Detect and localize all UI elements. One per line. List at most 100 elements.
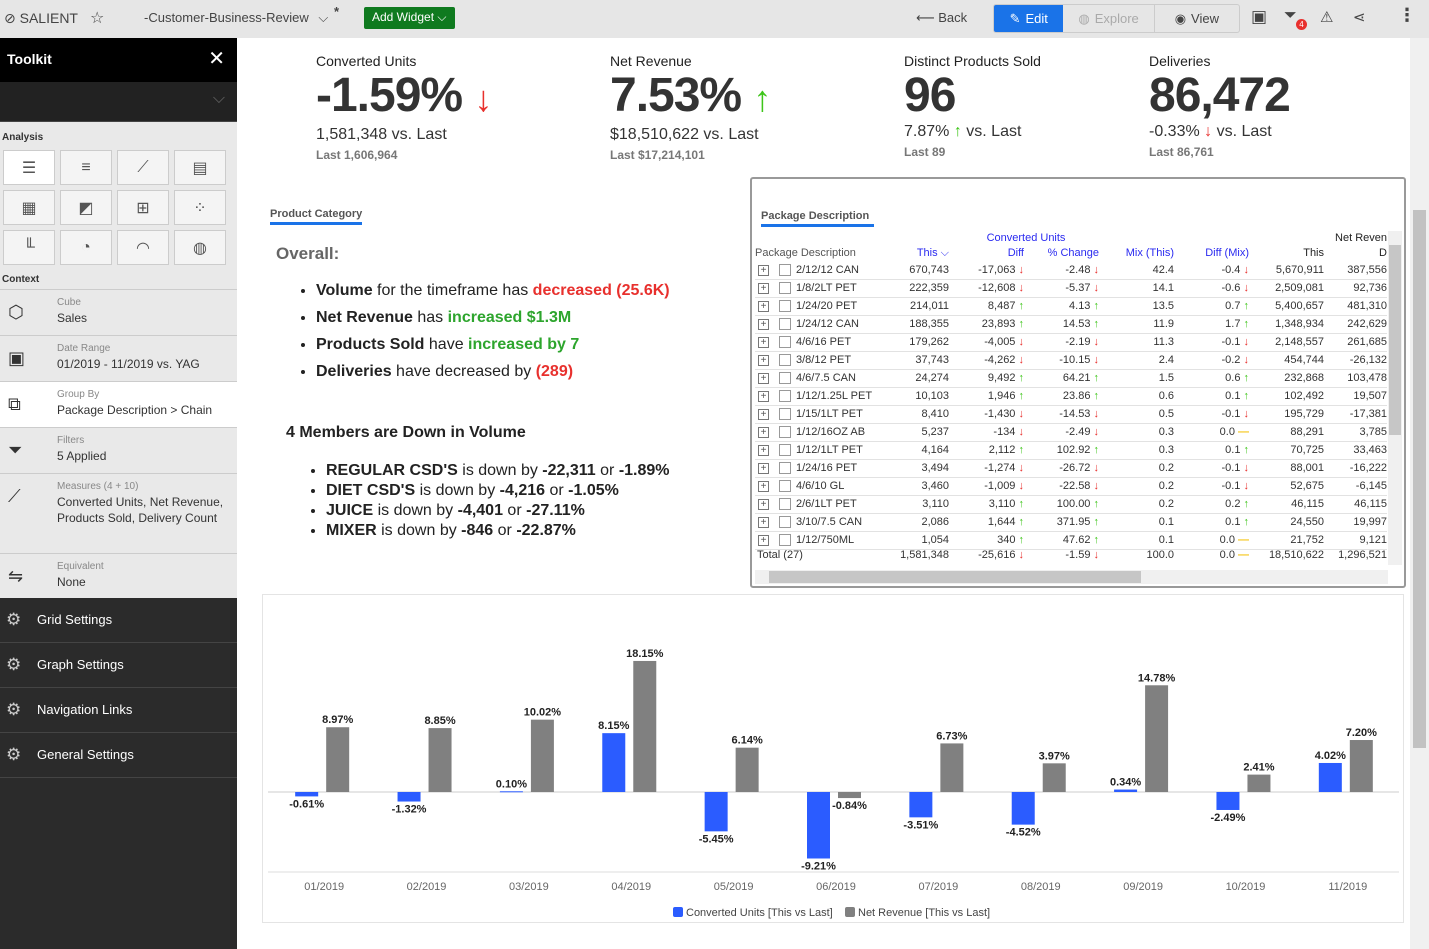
tab-product-category[interactable]: Product Category [270, 208, 363, 225]
context-equivalent[interactable]: ⇋ Equivalent None [0, 553, 237, 598]
share-icon[interactable]: ⋖ [1353, 9, 1366, 26]
bar-chart-icon[interactable]: ☰ [3, 150, 55, 185]
table-row[interactable]: +4/6/16 PET 179,262 -4,005 ↓ -2.19 ↓ 11.3 -0.… [755, 334, 1387, 352]
explore-mode-button[interactable]: ◍ Explore [1063, 5, 1155, 32]
pie-chart-icon[interactable]: ◔ [60, 230, 112, 265]
scatter-icon[interactable]: ⁘ [174, 190, 226, 225]
table-icon[interactable]: ▤ [174, 150, 226, 185]
table-row[interactable]: +4/6/7.5 CAN 24,274 9,492 ↑ 64.21 ↑ 1.5 0.6 ↑… [755, 370, 1387, 388]
col-mix-this[interactable]: Mix (This) [1125, 247, 1174, 259]
menu-navigation-links[interactable]: ⚙ Navigation Links [0, 688, 237, 733]
map-icon[interactable]: ◍ [174, 230, 226, 265]
save-icon[interactable]: ▣ [1251, 7, 1268, 26]
row-checkbox[interactable] [779, 372, 791, 384]
context-cube[interactable]: ⬡ Cube Sales [0, 289, 237, 335]
back-button[interactable]: ⟵ Back [916, 10, 967, 26]
scroll-thumb[interactable] [1389, 245, 1401, 435]
menu-graph-settings[interactable]: ⚙ Graph Settings [0, 643, 237, 688]
expand-icon[interactable]: + [758, 391, 769, 402]
col-package-description[interactable]: Package Description [755, 247, 856, 259]
row-checkbox[interactable] [779, 462, 791, 474]
table-row[interactable]: +1/24/16 PET 3,494 -1,274 ↓ -26.72 ↓ 0.2 -0.1… [755, 460, 1387, 478]
row-checkbox[interactable] [779, 390, 791, 402]
total-row[interactable]: Total (27) 1,581,348 -25,616 ↓ -1.59 ↓ 100.0… [755, 547, 1387, 565]
context-date-range[interactable]: ▣ Date Range 01/2019 - 11/2019 vs. YAG [0, 335, 237, 381]
expand-icon[interactable]: + [758, 499, 769, 510]
expand-icon[interactable]: + [758, 427, 769, 438]
tab-package-description[interactable]: Package Description [761, 210, 874, 227]
table-row[interactable]: +1/8/2LT PET 222,359 -12,608 ↓ -5.37 ↓ 14.1-… [755, 280, 1387, 298]
crosstab-icon[interactable]: ⊞ [117, 190, 169, 225]
more-menu-icon[interactable]: ⋮ [1398, 5, 1416, 25]
row-checkbox[interactable] [779, 516, 791, 528]
add-widget-button[interactable]: Add Widget ⌵ [364, 7, 455, 29]
expand-icon[interactable]: + [758, 355, 769, 366]
feedback-icon[interactable]: ⚠ [1320, 9, 1334, 26]
table-row[interactable]: +1/24/20 PET 214,011 8,487 ↑ 4.13 ↑ 13.5 0.7 … [755, 298, 1387, 316]
expand-icon[interactable]: + [758, 517, 769, 528]
expand-icon[interactable]: + [758, 337, 769, 348]
table-row[interactable]: +4/6/10 GL 3,460 -1,009 ↓ -22.58 ↓ 0.2 -0.1 ↓… [755, 478, 1387, 496]
row-checkbox[interactable] [779, 264, 791, 276]
table-row[interactable]: +2/12/12 CAN 670,743 -17,063 ↓ -2.48 ↓ 42.4-… [755, 262, 1387, 280]
row-checkbox[interactable] [779, 444, 791, 456]
table-row[interactable]: +2/6/1LT PET 3,110 3,110 ↑ 100.00 ↑ 0.2 0.2 ↑… [755, 496, 1387, 514]
expand-icon[interactable]: + [758, 445, 769, 456]
view-mode-button[interactable]: ◉ View [1155, 5, 1239, 32]
menu-grid-settings[interactable]: ⚙ Grid Settings [0, 598, 237, 643]
context-group-by[interactable]: ⧉ Group By Package Description > Chain [0, 381, 237, 427]
expand-icon[interactable]: + [758, 463, 769, 474]
area-chart-icon[interactable]: ◩ [60, 190, 112, 225]
table-row[interactable]: +1/12/1.25L PET 10,103 1,946 ↑ 23.86 ↑ 0.6 0.… [755, 388, 1387, 406]
expand-icon[interactable]: + [758, 283, 769, 294]
row-checkbox[interactable] [779, 426, 791, 438]
table-row[interactable]: +3/8/12 PET 37,743 -4,262 ↓ -10.15 ↓ 2.4 -0.2… [755, 352, 1387, 370]
col-nr-diff[interactable]: D [1379, 247, 1387, 259]
expand-icon[interactable]: + [758, 481, 769, 492]
sorted-bar-icon[interactable]: ≡ [60, 150, 112, 185]
col-this[interactable]: This ⌵ [882, 247, 949, 260]
toolkit-dropdown[interactable]: ⌵ [0, 82, 237, 122]
page-scroll-thumb[interactable] [1413, 210, 1426, 748]
filter-icon[interactable]: ⏷ 4 [1284, 7, 1307, 30]
col-diff[interactable]: Diff [1007, 247, 1024, 259]
expand-icon[interactable]: + [758, 409, 769, 420]
table-row[interactable]: +1/24/12 CAN 188,355 23,893 ↑ 14.53 ↑ 11.9 1.… [755, 316, 1387, 334]
menu-general-settings[interactable]: ⚙ General Settings [0, 733, 237, 778]
waterfall-icon[interactable]: ╙ [3, 230, 55, 265]
row-checkbox[interactable] [779, 534, 791, 546]
row-checkbox[interactable] [779, 498, 791, 510]
row-checkbox[interactable] [779, 282, 791, 294]
gauge-icon[interactable]: ◠ [117, 230, 169, 265]
row-checkbox[interactable] [779, 300, 791, 312]
expand-icon[interactable]: + [758, 301, 769, 312]
edit-mode-button[interactable]: ✎ Edit [994, 5, 1064, 32]
expand-icon[interactable]: + [758, 319, 769, 330]
horizontal-scrollbar[interactable] [755, 570, 1388, 584]
expand-icon[interactable]: + [758, 265, 769, 276]
col-diff-mix[interactable]: Diff (Mix) [1205, 247, 1249, 259]
expand-icon[interactable]: + [758, 535, 769, 546]
table-row[interactable]: +1/12/1LT PET 4,164 2,112 ↑ 102.92 ↑ 0.3 0.1 … [755, 442, 1387, 460]
grid-table-icon[interactable]: ▦ [3, 190, 55, 225]
favorite-star-icon[interactable]: ☆ [90, 10, 105, 27]
table-row[interactable]: +1/12/16OZ AB 5,237 -134 ↓ -2.49 ↓ 0.3 0.0 —8… [755, 424, 1387, 442]
row-checkbox[interactable] [779, 480, 791, 492]
context-measures[interactable]: ⟋ Measures (4 + 10) Converted Units, Net R… [0, 473, 237, 553]
col-pct-change[interactable]: % Change [1047, 247, 1099, 259]
table-row[interactable]: +1/15/1LT PET 8,410 -1,430 ↓ -14.53 ↓ 0.5 -0.… [755, 406, 1387, 424]
salient-logo[interactable]: ⊘ SALIENT [4, 10, 78, 27]
row-checkbox[interactable] [779, 354, 791, 366]
row-checkbox[interactable] [779, 336, 791, 348]
table-row[interactable]: +3/10/7.5 CAN 2,086 1,644 ↑ 371.95 ↑ 0.1 0.1 … [755, 514, 1387, 532]
col-nr-this[interactable]: This [1303, 247, 1324, 259]
row-checkbox[interactable] [779, 318, 791, 330]
context-filters[interactable]: ⏷ Filters 5 Applied [0, 427, 237, 473]
expand-icon[interactable]: + [758, 373, 769, 384]
scroll-thumb[interactable] [769, 571, 1141, 583]
row-checkbox[interactable] [779, 408, 791, 420]
page-scrollbar[interactable] [1410, 38, 1429, 949]
table-row[interactable]: +1/12/750ML 1,054 340 ↑ 47.62 ↑ 0.1 0.0 —21,7… [755, 532, 1387, 550]
close-icon[interactable]: ✕ [208, 48, 225, 70]
line-chart-icon[interactable]: ⟋ [117, 150, 169, 185]
